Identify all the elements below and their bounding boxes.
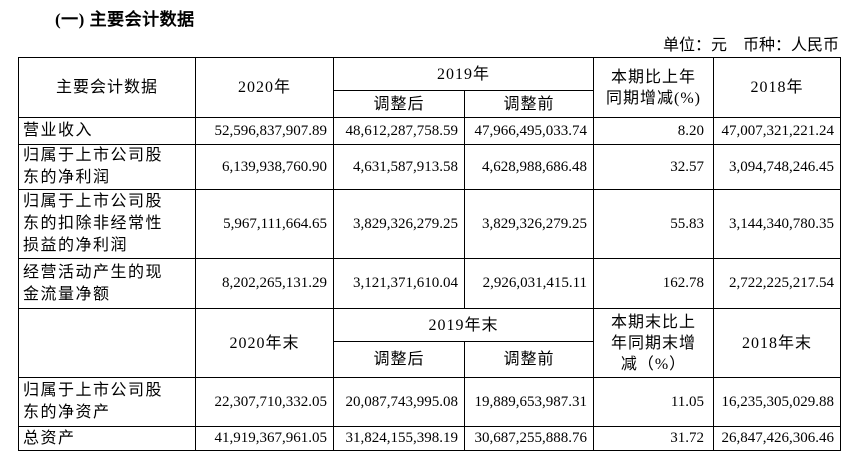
table-row-net-profit-excl-nonrecurring: 归属于上市公司股 东的扣除非经常性 损益的净利润 5,967,111,664.6… (18, 189, 842, 259)
table-row-operating-cash-flow: 经营活动产生的现 金流量净额 8,202,265,131.29 3,121,37… (18, 258, 842, 309)
cell-2018-end: 16,235,305,029.88 (713, 377, 842, 427)
row-label: 归属于上市公司股 东的净利润 (18, 144, 196, 190)
header-row-year-end-sub: 调整后 调整前 (19, 341, 841, 378)
cell-2019-after: 3,121,371,610.04 (333, 258, 465, 309)
unit-currency-note: 单位：元 币种：人民币 (662, 37, 839, 54)
key-accounting-data-table: 主要会计数据 2020年 2019年 本期比上年 同期增减(%) 2018年 调… (18, 57, 842, 451)
col-header-label-empty (18, 308, 196, 378)
col-header-2020: 2020年 (195, 57, 334, 118)
col-header-2020-end: 2020年末 (195, 308, 334, 378)
cell-2019-before: 2,926,031,415.11 (463, 258, 595, 309)
col-header-change-year-end: 本期末比上 年同期末增 减（%） (593, 308, 715, 378)
header-row-annual: 主要会计数据 2020年 2019年 本期比上年 同期增减(%) 2018年 (18, 57, 842, 118)
row-label: 营业收入 (18, 117, 196, 145)
cell-change: 55.83 (593, 189, 715, 259)
col-header-adjusted-before: 调整前 (463, 90, 595, 118)
row-label: 归属于上市公司股 东的扣除非经常性 损益的净利润 (18, 189, 196, 259)
col-header-adjusted-before: 调整前 (463, 341, 595, 378)
section-title: (一) 主要会计数据 (55, 10, 195, 29)
col-header-adjusted-after: 调整后 (333, 341, 465, 378)
table-row-net-profit: 归属于上市公司股 东的净利润 6,139,938,760.90 4,631,58… (18, 144, 842, 190)
cell-2019-end-after: 31,824,155,398.19 (333, 426, 465, 451)
col-header-label: 主要会计数据 (18, 57, 196, 118)
row-label: 归属于上市公司股 东的净资产 (18, 377, 196, 427)
cell-2020: 8,202,265,131.29 (195, 258, 334, 309)
cell-2019-before: 3,829,326,279.25 (463, 189, 595, 259)
cell-change: 8.20 (593, 117, 715, 145)
cell-change: 11.05 (593, 377, 715, 427)
col-header-2019-end: 2019年末 (332, 308, 595, 342)
col-header-change-yoy: 本期比上年 同期增减(%) (593, 57, 715, 118)
table-row-net-assets: 归属于上市公司股 东的净资产 22,307,710,332.05 20,087,… (18, 377, 842, 427)
cell-change: 31.72 (593, 426, 715, 451)
header-row-year-end: 2020年末 2019年末 本期末比上 年同期末增 减（%） 2018年末 (18, 308, 842, 378)
cell-2019-after: 48,612,287,758.59 (333, 117, 465, 145)
table-row-total-assets: 总资产 41,919,367,961.05 31,824,155,398.19 … (18, 426, 842, 451)
cell-2018: 2,722,225,217.54 (713, 258, 842, 309)
cell-2018-end: 26,847,426,306.46 (713, 426, 842, 451)
header-row-annual-sub: 调整后 调整前 (19, 90, 841, 118)
col-header-2019: 2019年 (332, 57, 595, 91)
cell-2019-end-before: 19,889,653,987.31 (463, 377, 595, 427)
cell-2018: 3,094,748,246.45 (713, 144, 842, 190)
cell-2019-after: 4,631,587,913.58 (333, 144, 465, 190)
cell-2019-end-before: 30,687,255,888.76 (463, 426, 595, 451)
cell-2019-before: 4,628,988,686.48 (463, 144, 595, 190)
col-header-adjusted-after: 调整后 (333, 90, 465, 118)
cell-2018: 3,144,340,780.35 (713, 189, 842, 259)
cell-2019-after: 3,829,326,279.25 (333, 189, 465, 259)
row-label: 总资产 (18, 426, 196, 451)
cell-2020: 5,967,111,664.65 (195, 189, 334, 259)
cell-2020-end: 22,307,710,332.05 (195, 377, 334, 427)
cell-2020-end: 41,919,367,961.05 (195, 426, 334, 451)
cell-2019-before: 47,966,495,033.74 (463, 117, 595, 145)
cell-2020: 6,139,938,760.90 (195, 144, 334, 190)
cell-2020: 52,596,837,907.89 (195, 117, 334, 145)
col-header-2018: 2018年 (713, 57, 842, 118)
cell-2019-end-after: 20,087,743,995.08 (333, 377, 465, 427)
cell-change: 32.57 (593, 144, 715, 190)
cell-change: 162.78 (593, 258, 715, 309)
cell-2018: 47,007,321,221.24 (713, 117, 842, 145)
col-header-2018-end: 2018年末 (713, 308, 842, 378)
row-label: 经营活动产生的现 金流量净额 (18, 258, 196, 309)
table-row-revenue: 营业收入 52,596,837,907.89 48,612,287,758.59… (18, 117, 842, 145)
